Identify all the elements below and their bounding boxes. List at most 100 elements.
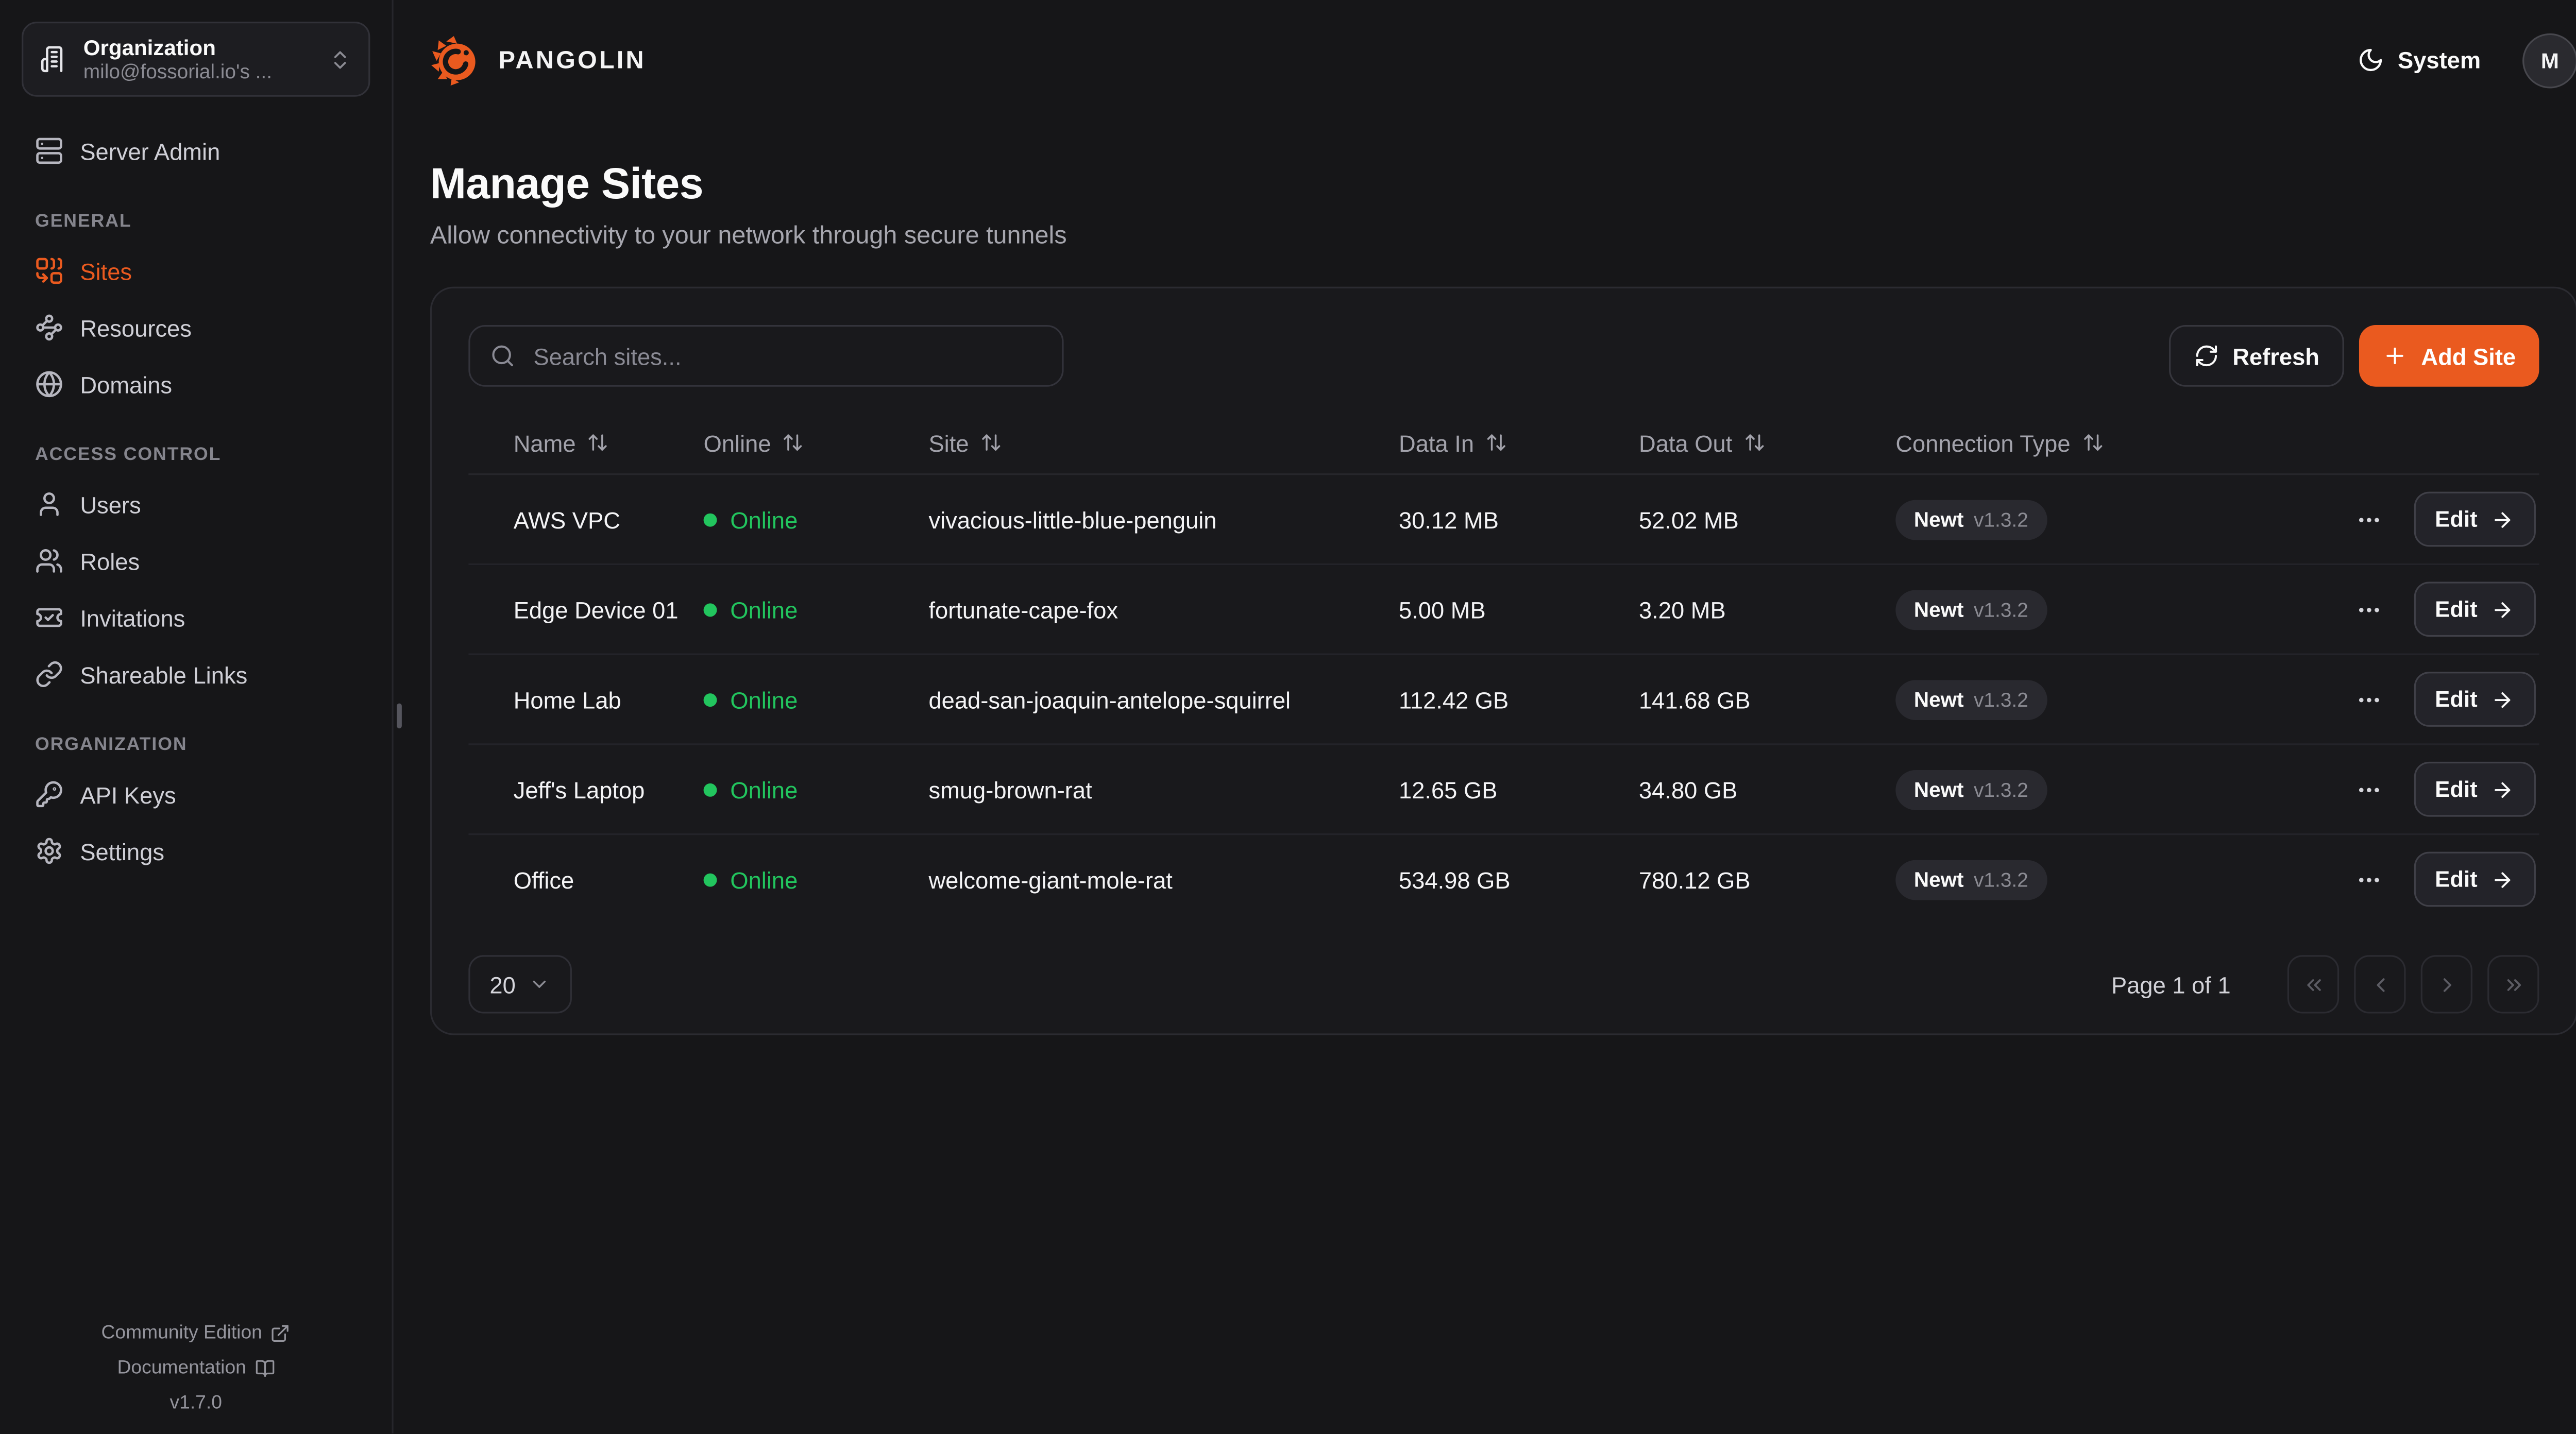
arrow-right-icon — [2495, 511, 2511, 527]
sidebar-item-server-admin[interactable]: Server Admin — [22, 125, 370, 177]
row-more-button[interactable] — [2355, 504, 2385, 534]
table-header: Name Online Site Data In — [468, 412, 2539, 475]
theme-label: System — [2397, 46, 2481, 74]
sidebar-item-label: Roles — [80, 548, 140, 574]
row-more-button[interactable] — [2355, 594, 2385, 624]
documentation-label: Documentation — [117, 1359, 246, 1379]
arrow-right-icon — [2495, 871, 2511, 887]
chevron-down-icon — [533, 980, 547, 988]
column-header-online[interactable]: Online — [704, 429, 929, 456]
edit-button[interactable]: Edit — [2413, 851, 2536, 907]
cell-name: Home Lab — [513, 686, 621, 713]
ticket-check-icon — [36, 608, 62, 627]
arrow-right-icon — [2495, 781, 2511, 797]
plus-icon — [2387, 347, 2404, 365]
page-size-select[interactable]: 20 — [468, 955, 572, 1014]
column-header-connection-type[interactable]: Connection Type — [1895, 429, 2539, 456]
sidebar: Organization milo@fossorial.io's ... Ser… — [0, 0, 394, 1434]
sidebar-item-resources[interactable]: Resources — [22, 302, 370, 353]
last-page-button[interactable] — [2487, 955, 2539, 1014]
topbar-right: System M — [2358, 32, 2576, 88]
cell-site: fortunate-cape-fox — [928, 595, 1118, 623]
sidebar-item-api-keys[interactable]: API Keys — [22, 769, 370, 820]
page-label: Page 1 of 1 — [2111, 970, 2231, 998]
app-version: v1.7.0 — [170, 1394, 222, 1414]
sidebar-item-shareable-links[interactable]: Shareable Links — [22, 648, 370, 700]
sidebar-item-label: Domains — [80, 371, 173, 398]
edit-button[interactable]: Edit — [2413, 491, 2536, 547]
column-header-data-out[interactable]: Data Out — [1639, 429, 1895, 456]
ellipsis-icon — [2358, 517, 2379, 522]
sidebar-resize-handle[interactable] — [397, 703, 402, 729]
page-subtitle: Allow connectivity to your network throu… — [430, 221, 1067, 250]
combine-icon — [36, 258, 62, 284]
row-more-button[interactable] — [2355, 774, 2385, 804]
row-more-button[interactable] — [2355, 684, 2385, 714]
toolbar-buttons: Refresh Add Site — [2169, 325, 2539, 387]
column-header-site[interactable]: Site — [928, 429, 1399, 456]
status-badge: Online — [703, 686, 929, 712]
online-dot-icon — [703, 873, 717, 886]
status-badge: Online — [703, 776, 929, 803]
sidebar-footer: Community Edition Documentation v1.7.0 — [0, 1324, 392, 1434]
org-switcher[interactable]: Organization milo@fossorial.io's ... — [22, 22, 370, 97]
theme-toggle[interactable]: System — [2358, 46, 2481, 74]
connection-type-badge: Newt v1.3.2 — [1895, 679, 2047, 720]
column-header-data-in[interactable]: Data In — [1399, 429, 1639, 456]
edit-button[interactable]: Edit — [2413, 761, 2536, 817]
sidebar-item-users[interactable]: Users — [22, 479, 370, 530]
add-site-button[interactable]: Add Site — [2359, 325, 2539, 387]
building-icon — [41, 46, 63, 73]
avatar[interactable]: M — [2522, 32, 2576, 88]
link-icon — [36, 661, 62, 688]
connection-type-badge: Newt v1.3.2 — [1895, 769, 2047, 810]
cell-data-in: 534.98 GB — [1399, 866, 1511, 893]
pangolin-logo — [431, 35, 476, 85]
edit-button[interactable]: Edit — [2413, 672, 2536, 727]
arrow-up-down-icon — [2083, 434, 2102, 451]
refresh-button[interactable]: Refresh — [2169, 325, 2345, 387]
sidebar-item-label: Resources — [80, 314, 192, 341]
key-icon — [36, 781, 62, 808]
cell-data-in: 112.42 GB — [1399, 686, 1509, 713]
search-icon — [492, 345, 513, 367]
search-input[interactable] — [530, 340, 1042, 371]
sidebar-item-roles[interactable]: Roles — [22, 535, 370, 587]
add-site-label: Add Site — [2421, 342, 2516, 369]
community-edition-link[interactable]: Community Edition — [101, 1324, 291, 1344]
edit-button[interactable]: Edit — [2413, 582, 2536, 637]
sidebar-item-settings[interactable]: Settings — [22, 825, 370, 877]
section-label-organization: ORGANIZATION — [35, 735, 188, 755]
next-page-button[interactable] — [2420, 955, 2472, 1014]
chevron-right-icon — [2443, 977, 2451, 992]
row-more-button[interactable] — [2355, 864, 2385, 894]
community-edition-label: Community Edition — [101, 1324, 262, 1344]
arrow-up-down-icon — [982, 434, 1001, 451]
sidebar-item-label: Users — [80, 491, 141, 518]
table-row: AWS VPC Online vivacious-little-blue-pen… — [468, 475, 2539, 566]
chevrons-right-icon — [2506, 978, 2520, 991]
cell-data-out: 3.20 MB — [1638, 595, 1726, 623]
sidebar-item-invitations[interactable]: Invitations — [22, 592, 370, 643]
prev-page-button[interactable] — [2354, 955, 2406, 1014]
brand-name: PANGOLIN — [498, 45, 646, 75]
column-header-name[interactable]: Name — [468, 429, 703, 456]
arrow-up-down-icon — [784, 434, 803, 451]
documentation-link[interactable]: Documentation — [117, 1359, 275, 1379]
sidebar-item-label: Settings — [80, 838, 165, 864]
card-toolbar: Refresh Add Site — [468, 325, 2539, 387]
section-label-access-control: ACCESS CONTROL — [35, 445, 222, 465]
chevron-left-icon — [2376, 977, 2384, 992]
ellipsis-icon — [2358, 877, 2379, 882]
sidebar-item-domains[interactable]: Domains — [22, 358, 370, 410]
org-switcher-title: Organization — [83, 35, 216, 60]
first-page-button[interactable] — [2287, 955, 2340, 1014]
topbar: PANGOLIN System M — [395, 0, 2576, 120]
ellipsis-icon — [2358, 787, 2379, 792]
ellipsis-icon — [2358, 607, 2379, 612]
table-row: Edge Device 01 Online fortunate-cape-fox… — [468, 565, 2539, 655]
status-badge: Online — [703, 596, 929, 623]
sidebar-item-sites[interactable]: Sites — [22, 245, 370, 297]
status-badge: Online — [703, 866, 929, 893]
status-badge: Online — [703, 506, 929, 533]
